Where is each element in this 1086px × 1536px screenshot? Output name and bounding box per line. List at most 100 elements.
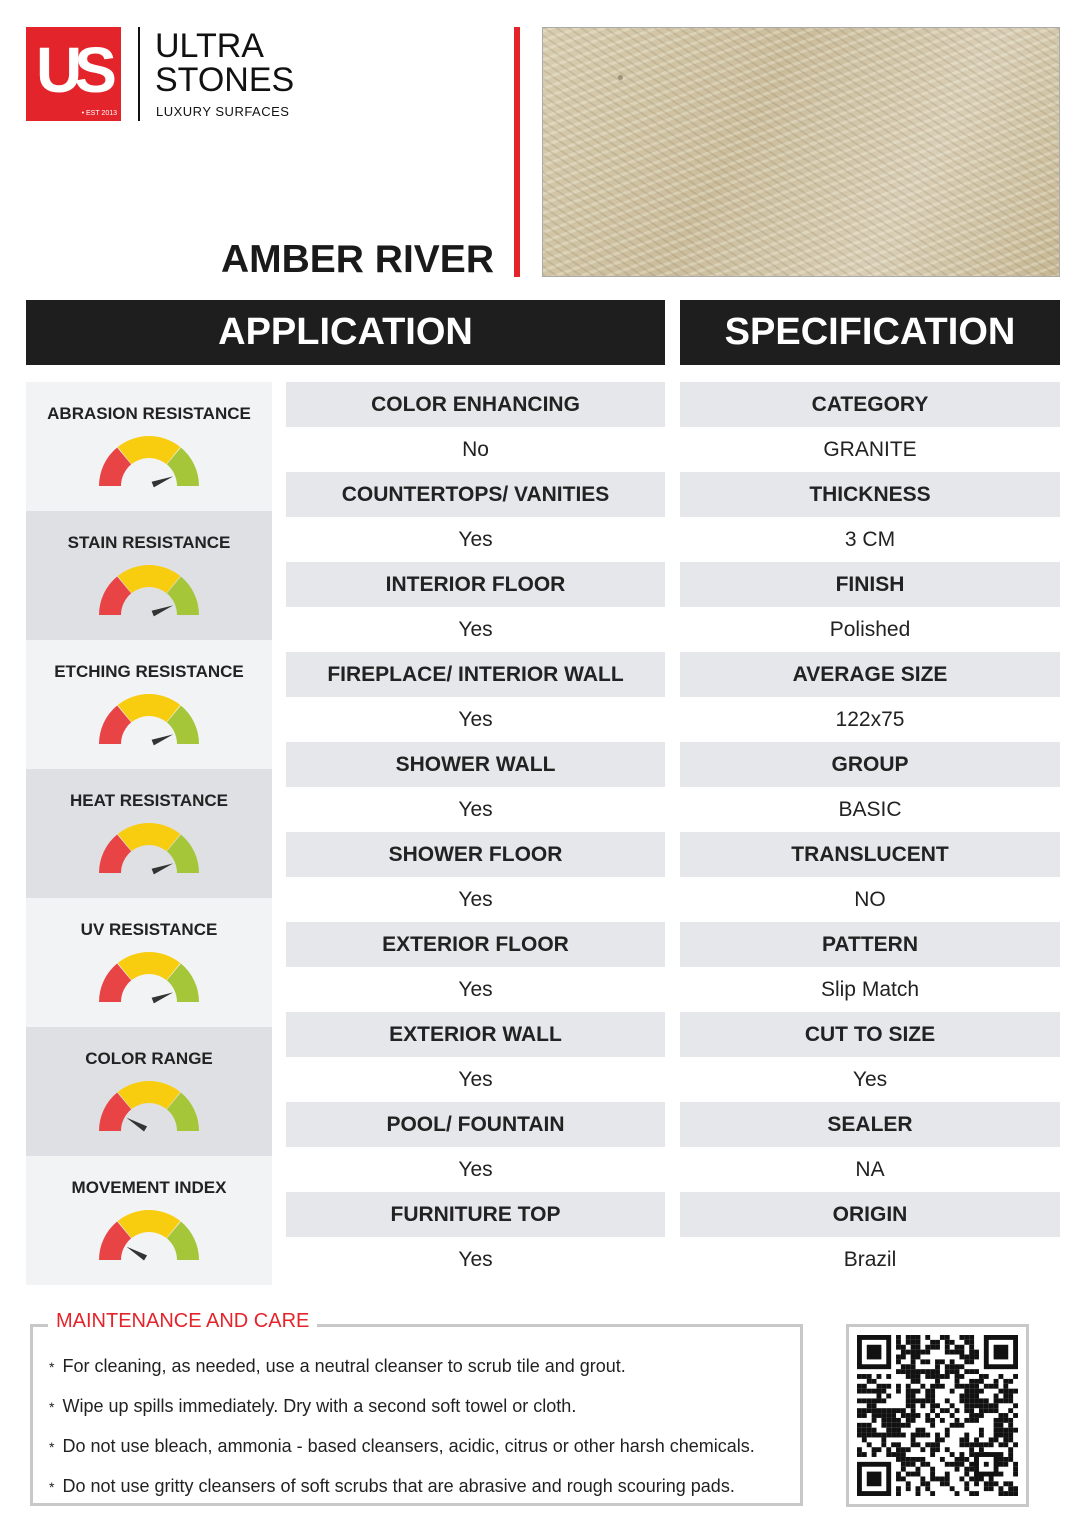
gauge-meter-icon bbox=[99, 1081, 199, 1132]
gauge-meter-icon bbox=[99, 565, 199, 617]
specification-label: ORIGIN bbox=[680, 1192, 1060, 1237]
gauge-mid-segment bbox=[117, 1081, 181, 1110]
gauge-needle bbox=[151, 863, 174, 875]
gauge-meter-icon bbox=[99, 823, 199, 875]
application-label: POOL/ FOUNTAIN bbox=[286, 1102, 665, 1147]
gauge-color-range: COLOR RANGE bbox=[26, 1027, 272, 1156]
application-label: EXTERIOR WALL bbox=[286, 1012, 665, 1057]
application-label: COLOR ENHANCING bbox=[286, 382, 665, 427]
gauge-low-segment bbox=[99, 576, 132, 615]
gauge-high-segment bbox=[166, 705, 199, 744]
gauge-movement-index: MOVEMENT INDEX bbox=[26, 1156, 272, 1285]
bullet-icon: * bbox=[49, 1399, 55, 1415]
application-label: SHOWER FLOOR bbox=[286, 832, 665, 877]
gauge-mid-segment bbox=[117, 952, 181, 981]
application-value: Yes bbox=[286, 607, 665, 652]
application-label: EXTERIOR FLOOR bbox=[286, 922, 665, 967]
maintenance-text: For cleaning, as needed, use a neutral c… bbox=[62, 1356, 626, 1376]
specification-label: CATEGORY bbox=[680, 382, 1060, 427]
specification-label: FINISH bbox=[680, 562, 1060, 607]
application-value: Yes bbox=[286, 787, 665, 832]
gauge-mid-segment bbox=[117, 1210, 181, 1239]
gauge-etching-resistance: ETCHING RESISTANCE bbox=[26, 640, 272, 769]
gauge-needle bbox=[151, 605, 174, 617]
gauge-needle bbox=[151, 734, 174, 746]
gauge-meter-icon bbox=[99, 436, 199, 488]
application-value: Yes bbox=[286, 1147, 665, 1192]
gauge-high-segment bbox=[166, 447, 199, 486]
gauge-mid-segment bbox=[117, 823, 181, 852]
gauge-high-segment bbox=[166, 963, 199, 1002]
gauge-abrasion-resistance: ABRASION RESISTANCE bbox=[26, 382, 272, 511]
application-value: Yes bbox=[286, 517, 665, 562]
logo-est: • EST 2013 bbox=[81, 110, 117, 117]
gauge-mid-segment bbox=[117, 436, 181, 465]
gauge-meter-icon bbox=[99, 1210, 199, 1261]
application-value: Yes bbox=[286, 1237, 665, 1282]
application-label: FURNITURE TOP bbox=[286, 1192, 665, 1237]
maintenance-box: * For cleaning, as needed, use a neutral … bbox=[30, 1324, 803, 1506]
gauge-label: ABRASION RESISTANCE bbox=[47, 404, 251, 423]
maintenance-item: * Do not use gritty cleansers of soft scr… bbox=[49, 1467, 800, 1507]
application-label: INTERIOR FLOOR bbox=[286, 562, 665, 607]
gauge-meter-icon bbox=[99, 952, 199, 1004]
gauge-meter-icon bbox=[99, 694, 199, 746]
gauge-needle bbox=[126, 1246, 148, 1261]
brand-tagline: LUXURY SURFACES bbox=[156, 104, 290, 119]
gauge-high-segment bbox=[166, 1221, 199, 1260]
specification-value: Brazil bbox=[680, 1237, 1060, 1282]
specification-value: 3 CM bbox=[680, 517, 1060, 562]
gauge-label: STAIN RESISTANCE bbox=[67, 533, 231, 552]
specification-label: SEALER bbox=[680, 1102, 1060, 1147]
bullet-icon: * bbox=[49, 1439, 55, 1455]
product-title: AMBER RIVER bbox=[220, 238, 494, 281]
brand-line-2: STONES bbox=[155, 61, 295, 99]
maintenance-item: * Wipe up spills immediately. Dry with a … bbox=[49, 1387, 800, 1427]
gauge-needle bbox=[151, 476, 174, 488]
specification-value: Slip Match bbox=[680, 967, 1060, 1012]
maintenance-text: Wipe up spills immediately. Dry with a s… bbox=[62, 1396, 577, 1416]
maintenance-item: * Do not use bleach, ammonia - based clea… bbox=[49, 1427, 800, 1467]
specification-label: CUT TO SIZE bbox=[680, 1012, 1060, 1057]
specification-label: THICKNESS bbox=[680, 472, 1060, 517]
specification-value: 122x75 bbox=[680, 697, 1060, 742]
logo: US • EST 2013 bbox=[26, 27, 121, 121]
gauge-high-segment bbox=[166, 576, 199, 615]
specification-label: GROUP bbox=[680, 742, 1060, 787]
application-label: FIREPLACE/ INTERIOR WALL bbox=[286, 652, 665, 697]
application-value: Yes bbox=[286, 967, 665, 1012]
specification-label: TRANSLUCENT bbox=[680, 832, 1060, 877]
gauge-high-segment bbox=[166, 1092, 199, 1131]
gauge-heat-resistance: HEAT RESISTANCE bbox=[26, 769, 272, 898]
gauge-label: HEAT RESISTANCE bbox=[69, 791, 229, 810]
gauge-uv-resistance: UV RESISTANCE bbox=[26, 898, 272, 1027]
gauge-label: MOVEMENT INDEX bbox=[71, 1178, 227, 1197]
gauge-low-segment bbox=[99, 1092, 132, 1131]
gauge-label: COLOR RANGE bbox=[85, 1049, 213, 1068]
qr-code-icon[interactable] bbox=[846, 1324, 1029, 1507]
application-value: Yes bbox=[286, 1057, 665, 1102]
stone-sample-image bbox=[542, 27, 1060, 277]
bullet-icon: * bbox=[49, 1479, 55, 1495]
gauge-low-segment bbox=[99, 1221, 132, 1260]
application-value: Yes bbox=[286, 697, 665, 742]
gauge-low-segment bbox=[99, 447, 132, 486]
specification-value: BASIC bbox=[680, 787, 1060, 832]
maintenance-text: Do not use bleach, ammonia - based clean… bbox=[62, 1436, 755, 1456]
application-table: COLOR ENHANCING No COUNTERTOPS/ VANITIES Ye… bbox=[286, 382, 665, 1282]
brand-line-1: ULTRA bbox=[155, 27, 264, 65]
specification-label: PATTERN bbox=[680, 922, 1060, 967]
bullet-icon: * bbox=[49, 1359, 55, 1375]
gauge-label: ETCHING RESISTANCE bbox=[54, 662, 244, 681]
accent-bar bbox=[514, 27, 520, 277]
gauge-label: UV RESISTANCE bbox=[80, 920, 218, 939]
gauge-mid-segment bbox=[117, 565, 181, 594]
application-label: COUNTERTOPS/ VANITIES bbox=[286, 472, 665, 517]
gauge-stain-resistance: STAIN RESISTANCE bbox=[26, 511, 272, 640]
specification-value: Yes bbox=[680, 1057, 1060, 1102]
logo-divider bbox=[138, 27, 140, 121]
specification-label: AVERAGE SIZE bbox=[680, 652, 1060, 697]
specification-value: Polished bbox=[680, 607, 1060, 652]
gauge-needle bbox=[151, 992, 174, 1004]
gauge-low-segment bbox=[99, 963, 132, 1002]
